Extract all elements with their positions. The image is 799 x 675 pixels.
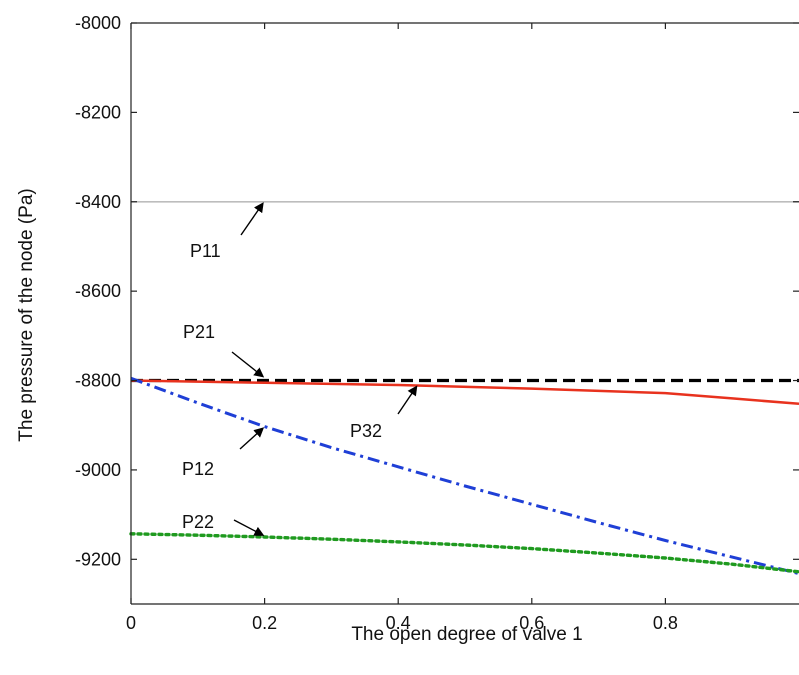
series-line-p22 [129, 532, 799, 574]
annotation-arrow-p12 [239, 427, 265, 450]
y-tick-label: -8600 [75, 281, 121, 301]
annotation-arrow-p22 [233, 519, 265, 536]
series-line-p32 [130, 379, 799, 406]
x-axis-title: The open degree of valve 1 [351, 624, 582, 645]
x-tick-label: 0.8 [653, 613, 678, 633]
series-line-p12 [130, 376, 799, 576]
y-tick-label: -9000 [75, 460, 121, 480]
annotation-label-p21: P21 [183, 322, 215, 342]
annotation-label-p12: P12 [182, 459, 214, 479]
x-tick-label: 0.2 [252, 613, 277, 633]
x-tick-label: 0.4 [386, 613, 411, 633]
annotation-arrow-p32 [397, 385, 418, 415]
y-tick-label: -8000 [75, 13, 121, 33]
axes-layer: -8000 -8200 -8400 -8600 -8800 -9000 -9200 0 0.2 0… [75, 13, 799, 633]
annotation-arrow-p11 [240, 202, 264, 236]
y-tick-label: -9200 [75, 549, 121, 569]
annotation-label-p32: P32 [350, 421, 382, 441]
annotation-label-p11: P11 [190, 241, 221, 261]
y-tick-label: -8200 [75, 102, 121, 122]
y-tick-label: -8400 [75, 192, 121, 212]
annotation-label-p22: P22 [182, 512, 214, 532]
series-layer [129, 201, 799, 576]
annotation-layer: P11 P21 P32 P12 P22 [182, 202, 418, 536]
annotation-arrow-p21 [231, 351, 265, 378]
x-tick-label: 0.6 [519, 613, 544, 633]
x-tick-label: 0 [126, 613, 136, 633]
y-axis-title: The pressure of the node (Pa) [16, 188, 37, 441]
y-tick-label: -8800 [75, 371, 121, 391]
